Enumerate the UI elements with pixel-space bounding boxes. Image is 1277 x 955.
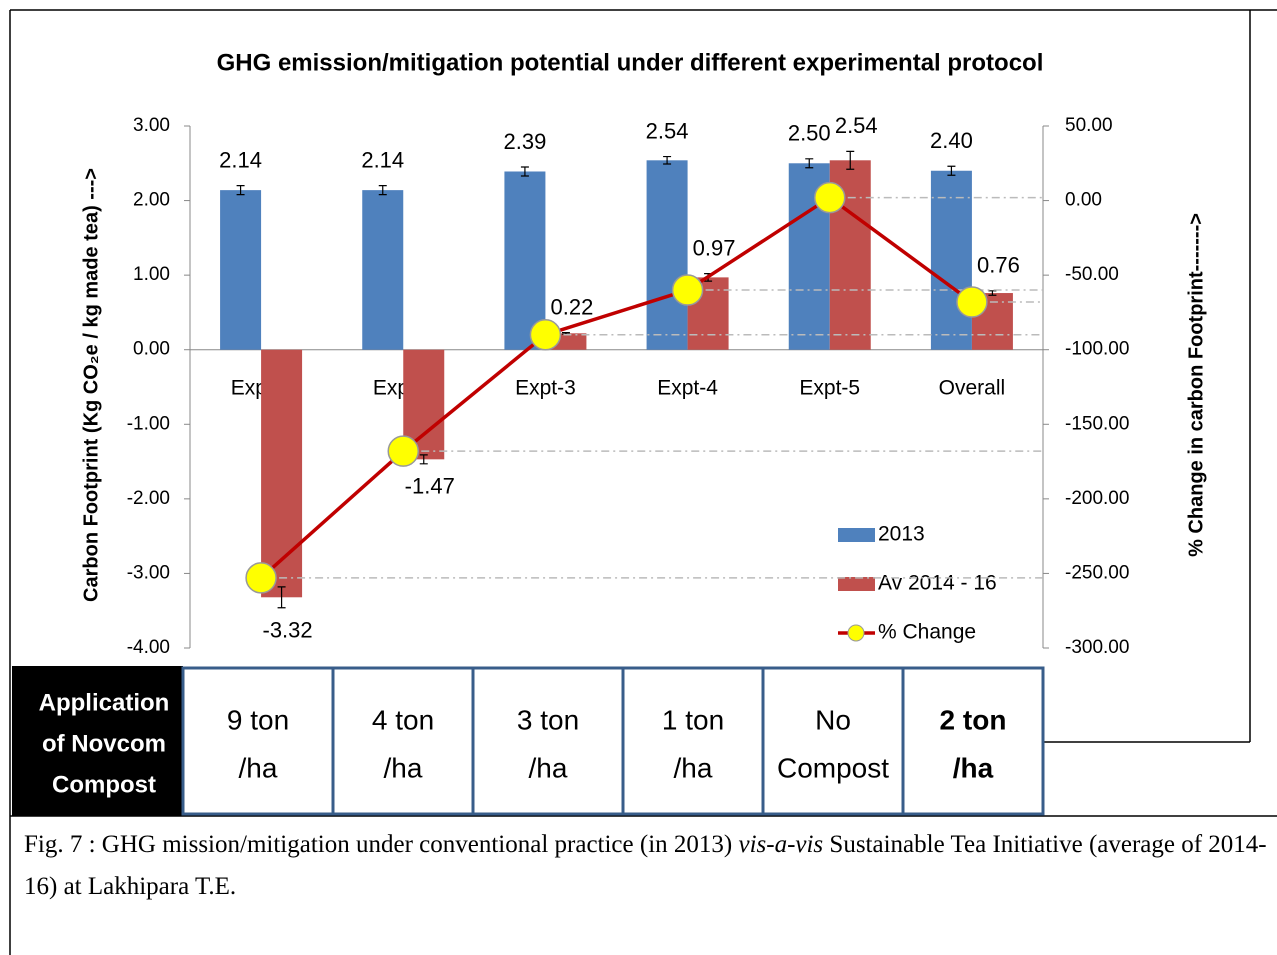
y2-tick-label: -50.00 [1065, 264, 1119, 285]
error-bar [947, 165, 956, 176]
y2-tick-label: -100.00 [1065, 339, 1129, 360]
legend-swatch [847, 624, 865, 642]
legend-label: 2013 [878, 523, 925, 546]
y-tick-label: 3.00 [133, 115, 170, 136]
table-header: Application [39, 689, 170, 716]
y2-tick-label: -150.00 [1065, 413, 1129, 434]
table-cell-text: 1 ton [662, 704, 724, 735]
data-label: 0.22 [551, 294, 594, 319]
table-cell-text: No [815, 704, 851, 735]
error-bar [846, 150, 855, 170]
error-bar [663, 155, 672, 165]
x-tick-label: Expt-5 [799, 376, 860, 399]
caption: Fig. 7 : GHG mission/mitigation under co… [24, 824, 1269, 908]
y-tick-label: 0.00 [133, 339, 170, 360]
table-cell [901, 666, 1045, 816]
y2-tick-label: 0.00 [1065, 190, 1102, 211]
table-header: of Novcom [42, 730, 166, 757]
legend-label: % Change [878, 621, 976, 644]
line-marker [387, 435, 419, 467]
table-cell-text: /ha [674, 752, 713, 783]
y2-tick-label: 50.00 [1065, 115, 1113, 136]
table-cell-text: /ha [529, 752, 568, 783]
caption-text: Fig. 7 : GHG mission/mitigation under co… [24, 831, 739, 858]
data-label: 0.97 [693, 235, 736, 260]
y-tick-label: -1.00 [127, 413, 170, 434]
error-bar [236, 185, 245, 196]
data-label: 2.54 [835, 113, 878, 138]
table-header-cell [12, 666, 183, 816]
error-bar [277, 586, 286, 609]
table-cell [181, 666, 335, 816]
line-marker [956, 286, 988, 318]
table-cell-text: /ha [239, 752, 278, 783]
error-bar [378, 185, 387, 196]
x-tick-label: Expt-4 [657, 376, 718, 399]
line [259, 195, 973, 580]
bar [261, 349, 303, 598]
table-cell-text: /ha [384, 752, 423, 783]
y2-tick-label: -250.00 [1065, 562, 1129, 583]
y2-tick-label: -300.00 [1065, 637, 1129, 658]
x-tick-label: Expt-3 [515, 376, 576, 399]
y-tick-label: -3.00 [127, 562, 170, 583]
table-cell [621, 666, 765, 816]
y-tick-label: -2.00 [127, 488, 170, 509]
table-cell-text: /ha [953, 752, 994, 783]
table-cell [761, 666, 905, 816]
table-cell-text: Compost [777, 752, 889, 783]
line-marker [814, 181, 846, 214]
bar [362, 190, 404, 350]
line-marker [671, 274, 704, 306]
data-label: 2.14 [361, 147, 404, 172]
table-cell [331, 666, 475, 816]
y-tick-label: 1.00 [133, 264, 170, 285]
bar [646, 160, 688, 350]
data-label: 2.39 [504, 129, 547, 154]
data-label: 0.76 [977, 253, 1020, 278]
caption-italic: vis-a-vis [738, 831, 824, 858]
data-label: 2.54 [646, 118, 689, 143]
error-bar [419, 454, 428, 465]
line-marker [245, 562, 277, 594]
table-cell-text: 3 ton [517, 704, 579, 735]
line-marker [529, 319, 562, 351]
bar [930, 170, 972, 350]
chart-title: GHG emission/mitigation potential under … [217, 49, 1044, 76]
x-tick-label: Overall [939, 376, 1006, 399]
data-label: 2.50 [788, 121, 831, 146]
data-label: -1.47 [405, 474, 455, 499]
legend-swatch [838, 528, 875, 542]
error-bar [520, 166, 529, 177]
table-cell-text: 2 ton [940, 704, 1007, 735]
legend-swatch [838, 577, 875, 591]
caption-text: Sustainable Tea Initiative (average of 2… [24, 831, 1267, 900]
y2-tick-label: -200.00 [1065, 488, 1129, 509]
y-axis-title: Carbon Footprint (Kg CO₂e / kg made tea)… [80, 168, 102, 602]
table-cell [471, 666, 625, 816]
data-label: 2.40 [930, 128, 973, 153]
table-cell-text: 4 ton [372, 704, 434, 735]
y-tick-label: 2.00 [133, 190, 170, 211]
table-cell-text: 9 ton [227, 704, 289, 735]
data-label: -3.32 [263, 618, 313, 643]
y2-axis-title: % Change in carbon Footprint-------> [1185, 213, 1207, 557]
legend-label: Av 2014 - 16 [878, 572, 997, 595]
y-tick-label: -4.00 [127, 637, 170, 658]
error-bar [805, 158, 814, 169]
bar [504, 171, 546, 350]
table-header: Compost [52, 771, 156, 798]
bar [220, 190, 262, 350]
data-label: 2.14 [219, 147, 262, 172]
